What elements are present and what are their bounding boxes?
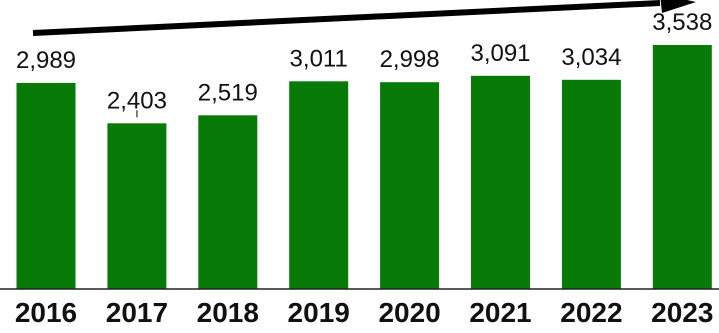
x-tick-2020: 2020 (378, 297, 440, 328)
value-label-2016: 2,989 (16, 47, 76, 74)
bar-2020 (380, 82, 440, 289)
x-tick-labels: 2016 2017 2018 2019 2020 2021 2022 2023 (15, 297, 714, 328)
bar-2021 (471, 75, 530, 289)
x-tick-2016: 2016 (15, 297, 77, 328)
trend-arrow-line (32, 0, 661, 36)
value-label-2021: 3,091 (470, 40, 530, 67)
bar-2022 (561, 79, 621, 289)
value-label-2023: 3,538 (652, 9, 712, 36)
x-tick-2018: 2018 (197, 297, 259, 328)
value-labels: 2,989 2,403 2,519 3,011 2,998 3,091 3,034 3,538 (16, 9, 712, 118)
value-label-2018: 2,519 (198, 79, 258, 106)
x-tick-2022: 2022 (560, 297, 622, 328)
trend-arrow (32, 0, 696, 36)
bars (16, 45, 712, 290)
x-tick-2021: 2021 (469, 297, 531, 328)
value-label-2022: 3,034 (561, 44, 621, 71)
x-tick-2023: 2023 (651, 297, 713, 328)
value-label-2020: 2,998 (380, 46, 440, 73)
bar-2017 (107, 123, 167, 289)
value-label-2017: 2,403 (107, 87, 167, 114)
value-label-2019: 3,011 (290, 45, 348, 72)
bar-2023 (652, 45, 712, 289)
bar-2016 (16, 82, 76, 290)
trend-arrow-head (660, 0, 696, 13)
bar-2019 (289, 81, 349, 289)
bar-2018 (198, 115, 258, 289)
x-tick-2017: 2017 (106, 297, 168, 328)
x-tick-2019: 2019 (288, 297, 350, 328)
